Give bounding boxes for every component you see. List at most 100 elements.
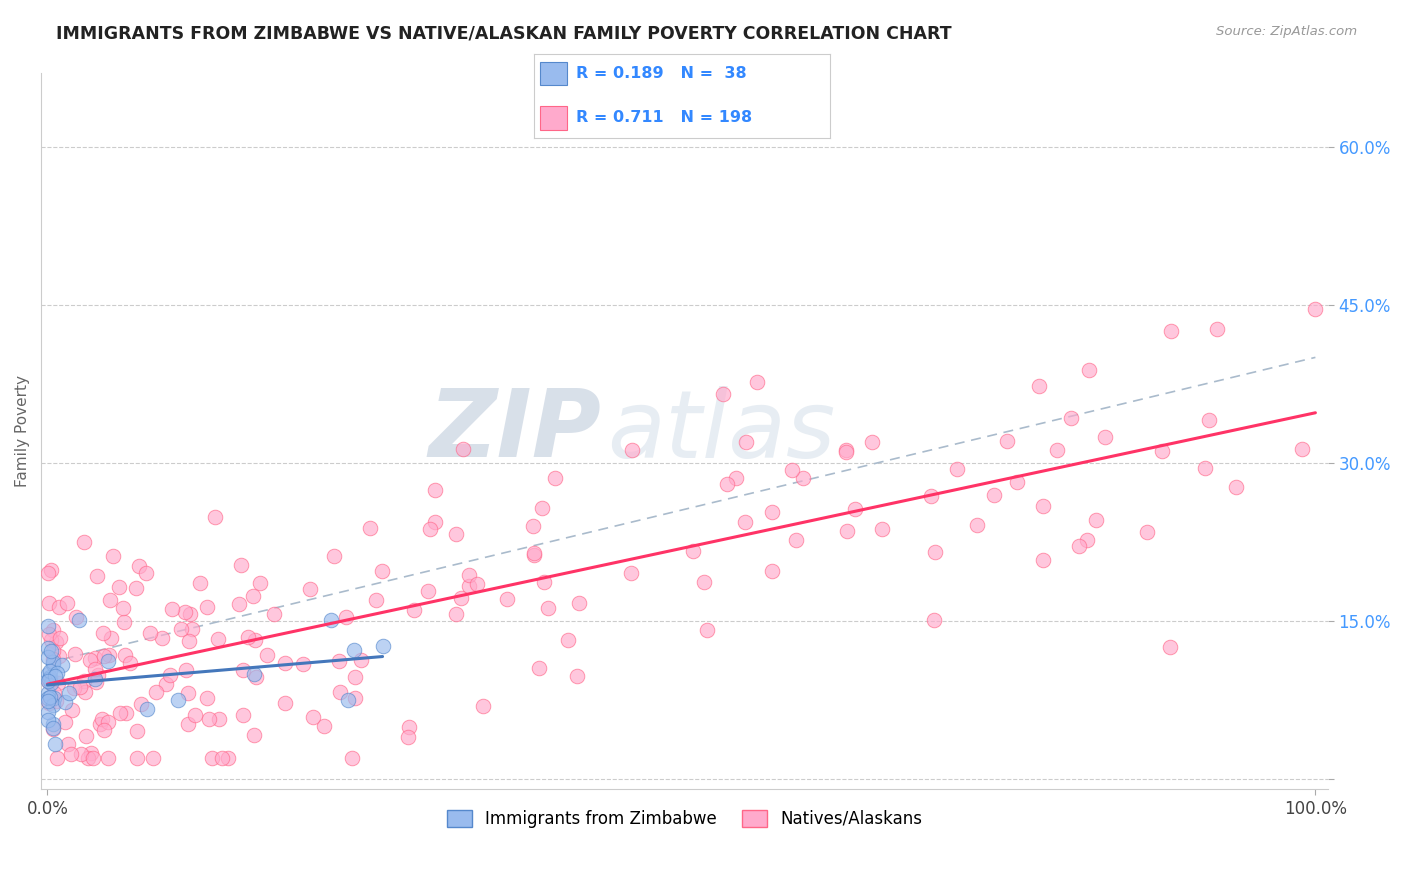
- Point: [792, 470, 814, 484]
- FancyBboxPatch shape: [540, 62, 567, 86]
- Point: [67, 613, 90, 627]
- Point: [42, 717, 65, 731]
- Point: [37, 713, 59, 727]
- Point: [263, 607, 285, 621]
- Point: [75, 729, 97, 743]
- Point: [115, 706, 138, 721]
- Point: [152, 632, 174, 646]
- Point: [1028, 379, 1050, 393]
- Point: [37, 694, 59, 708]
- Point: [450, 591, 472, 606]
- Point: [63, 647, 86, 661]
- Point: [63, 681, 86, 695]
- Point: [565, 669, 588, 683]
- Point: [145, 685, 167, 699]
- Point: [523, 546, 546, 560]
- Point: [343, 670, 366, 684]
- Point: [274, 656, 297, 670]
- Point: [716, 476, 738, 491]
- Point: [371, 639, 394, 653]
- Point: [39, 665, 62, 679]
- Point: [58, 685, 80, 699]
- Point: [45, 665, 67, 680]
- Point: [747, 376, 769, 390]
- Point: [329, 685, 352, 699]
- Point: [398, 720, 420, 734]
- Point: [42, 657, 65, 671]
- Point: [38, 675, 60, 690]
- Point: [201, 750, 224, 764]
- Point: [167, 693, 190, 707]
- Point: [350, 653, 373, 667]
- Point: [93, 648, 115, 663]
- Point: [45, 635, 67, 649]
- Point: [359, 520, 381, 534]
- Point: [922, 613, 945, 627]
- Point: [292, 657, 315, 671]
- Point: [37, 666, 59, 681]
- Point: [735, 435, 758, 450]
- Point: [177, 716, 200, 731]
- Point: [91, 625, 114, 640]
- Point: [37, 673, 59, 688]
- Point: [91, 713, 114, 727]
- Point: [471, 699, 494, 714]
- Point: [1076, 533, 1098, 547]
- Point: [870, 522, 893, 536]
- Point: [198, 712, 221, 726]
- Point: [39, 563, 62, 577]
- Point: [761, 565, 783, 579]
- Point: [1069, 539, 1091, 553]
- Point: [73, 535, 96, 549]
- Point: [243, 727, 266, 741]
- Point: [782, 462, 804, 476]
- Text: atlas: atlas: [607, 385, 835, 476]
- Point: [1085, 513, 1108, 527]
- Point: [82, 750, 104, 764]
- Point: [77, 750, 100, 764]
- Point: [70, 747, 93, 762]
- Point: [1225, 480, 1247, 494]
- Point: [533, 574, 555, 589]
- Point: [48, 600, 70, 615]
- Point: [60, 747, 83, 762]
- Point: [42, 722, 65, 736]
- Point: [179, 607, 201, 622]
- Point: [983, 488, 1005, 502]
- Point: [835, 445, 858, 459]
- Point: [423, 515, 446, 529]
- Point: [60, 703, 83, 717]
- Point: [312, 719, 335, 733]
- Point: [41, 698, 63, 712]
- Point: [229, 558, 252, 573]
- Point: [39, 690, 62, 704]
- Point: [79, 746, 101, 760]
- Point: [1136, 524, 1159, 539]
- Point: [128, 558, 150, 573]
- Point: [724, 471, 747, 485]
- Point: [111, 600, 134, 615]
- Point: [860, 435, 883, 450]
- Point: [1206, 321, 1229, 335]
- Point: [1291, 442, 1313, 456]
- Point: [39, 644, 62, 658]
- Point: [217, 750, 239, 764]
- Point: [79, 653, 101, 667]
- Text: IMMIGRANTS FROM ZIMBABWE VS NATIVE/ALASKAN FAMILY POVERTY CORRELATION CHART: IMMIGRANTS FROM ZIMBABWE VS NATIVE/ALASK…: [56, 25, 952, 43]
- Point: [46, 750, 69, 764]
- Point: [45, 694, 67, 708]
- Point: [173, 605, 195, 619]
- Point: [319, 613, 342, 627]
- Point: [37, 691, 59, 706]
- Point: [344, 690, 367, 705]
- Point: [100, 592, 122, 607]
- Point: [39, 632, 62, 647]
- Point: [396, 730, 419, 744]
- Point: [107, 580, 129, 594]
- Point: [696, 623, 718, 637]
- Point: [416, 584, 439, 599]
- Text: R = 0.711   N = 198: R = 0.711 N = 198: [575, 111, 752, 126]
- Point: [103, 549, 125, 564]
- Point: [46, 676, 69, 690]
- Point: [83, 672, 105, 686]
